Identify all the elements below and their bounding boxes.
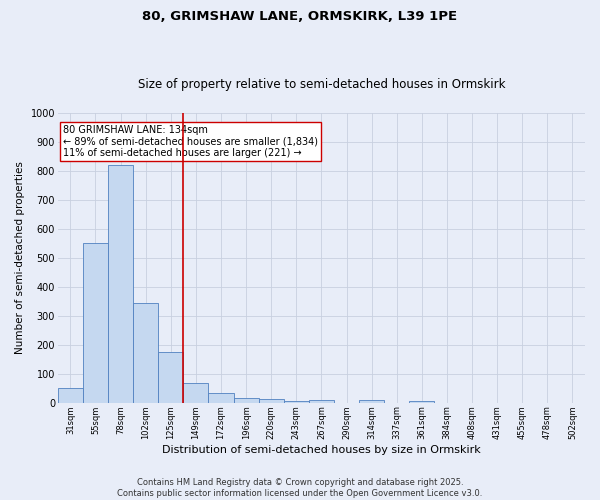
Bar xyxy=(309,400,334,402)
Bar xyxy=(409,400,434,402)
Text: Contains HM Land Registry data © Crown copyright and database right 2025.
Contai: Contains HM Land Registry data © Crown c… xyxy=(118,478,482,498)
Bar xyxy=(133,302,158,402)
Bar xyxy=(284,401,309,402)
Bar xyxy=(108,165,133,402)
Text: 80 GRIMSHAW LANE: 134sqm
← 89% of semi-detached houses are smaller (1,834)
11% o: 80 GRIMSHAW LANE: 134sqm ← 89% of semi-d… xyxy=(63,124,318,158)
Bar xyxy=(58,388,83,402)
Bar xyxy=(83,244,108,402)
Bar xyxy=(158,352,184,403)
X-axis label: Distribution of semi-detached houses by size in Ormskirk: Distribution of semi-detached houses by … xyxy=(162,445,481,455)
Bar xyxy=(259,398,284,402)
Bar xyxy=(208,394,233,402)
Text: 80, GRIMSHAW LANE, ORMSKIRK, L39 1PE: 80, GRIMSHAW LANE, ORMSKIRK, L39 1PE xyxy=(142,10,458,23)
Bar xyxy=(359,400,384,402)
Bar xyxy=(233,398,259,402)
Bar xyxy=(184,383,208,402)
Title: Size of property relative to semi-detached houses in Ormskirk: Size of property relative to semi-detach… xyxy=(137,78,505,91)
Y-axis label: Number of semi-detached properties: Number of semi-detached properties xyxy=(15,162,25,354)
